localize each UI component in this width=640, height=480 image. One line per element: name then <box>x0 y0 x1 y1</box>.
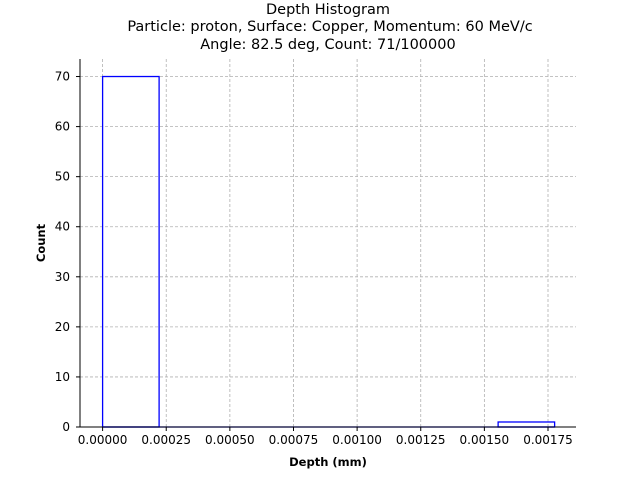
x-tick-label: 0.00150 <box>460 433 510 447</box>
chart-title-line-2: Particle: proton, Surface: Copper, Momen… <box>127 19 532 35</box>
axes <box>79 59 576 428</box>
x-tick-label: 0.00125 <box>396 433 446 447</box>
y-tick-label: 0 <box>62 420 70 434</box>
x-axis-label: Depth (mm) <box>289 455 367 469</box>
grid-lines <box>80 59 576 428</box>
y-tick-label: 70 <box>55 70 70 84</box>
x-tick-label: 0.00075 <box>269 433 319 447</box>
y-tick-label: 30 <box>55 270 70 284</box>
chart-title: Depth Histogram Particle: proton, Surfac… <box>127 2 532 53</box>
chart-title-line-1: Depth Histogram <box>266 2 390 18</box>
y-tick-label: 50 <box>55 170 70 184</box>
x-tick-label: 0.00025 <box>141 433 191 447</box>
histogram-bar <box>101 75 160 428</box>
y-tick-label: 20 <box>55 320 70 334</box>
histogram-bars <box>101 75 556 428</box>
x-tick-label: 0.00000 <box>78 433 128 447</box>
y-axis-label: Count <box>34 223 48 262</box>
y-tick-label: 40 <box>55 220 70 234</box>
x-tick-label: 0.00050 <box>205 433 255 447</box>
x-axis-ticks: 0.00000 0.00025 0.00050 0.00075 0.00100 0.001… <box>78 427 573 447</box>
x-tick-label: 0.00175 <box>523 433 573 447</box>
histogram-bar <box>497 421 556 428</box>
chart-title-line-3: Angle: 82.5 deg, Count: 71/100000 <box>200 37 455 53</box>
x-tick-label: 0.00100 <box>332 433 382 447</box>
y-tick-label: 60 <box>55 120 70 134</box>
y-axis-ticks: 0 10 20 30 40 50 60 70 <box>55 70 80 434</box>
y-tick-label: 10 <box>55 370 70 384</box>
